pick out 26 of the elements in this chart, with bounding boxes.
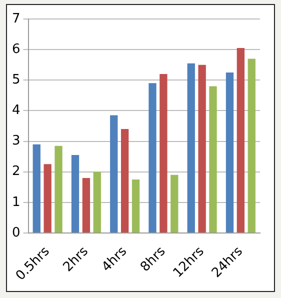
bar [248, 58, 256, 232]
bar [132, 179, 140, 232]
bar [93, 172, 101, 232]
bar [160, 74, 168, 232]
bar [148, 83, 156, 232]
bar [71, 155, 80, 232]
bar [198, 64, 206, 232]
bar [209, 86, 217, 232]
y-tick-label: 5 [12, 72, 20, 88]
bar [82, 178, 90, 232]
bar [44, 164, 52, 232]
bar [32, 144, 40, 232]
bar [54, 146, 62, 232]
y-tick-label: 3 [12, 134, 20, 149]
bar [226, 72, 234, 232]
bar [187, 63, 195, 232]
bar [110, 115, 118, 232]
bar [120, 129, 129, 232]
y-tick-label: 4 [12, 103, 20, 118]
y-tick-label: 2 [12, 164, 20, 180]
bar [170, 174, 178, 232]
y-tick-label: 6 [12, 42, 20, 57]
y-tick-label: 1 [12, 194, 20, 210]
y-tick-label: 7 [12, 11, 20, 26]
y-tick-label: 0 [12, 225, 20, 240]
bar [236, 48, 245, 232]
